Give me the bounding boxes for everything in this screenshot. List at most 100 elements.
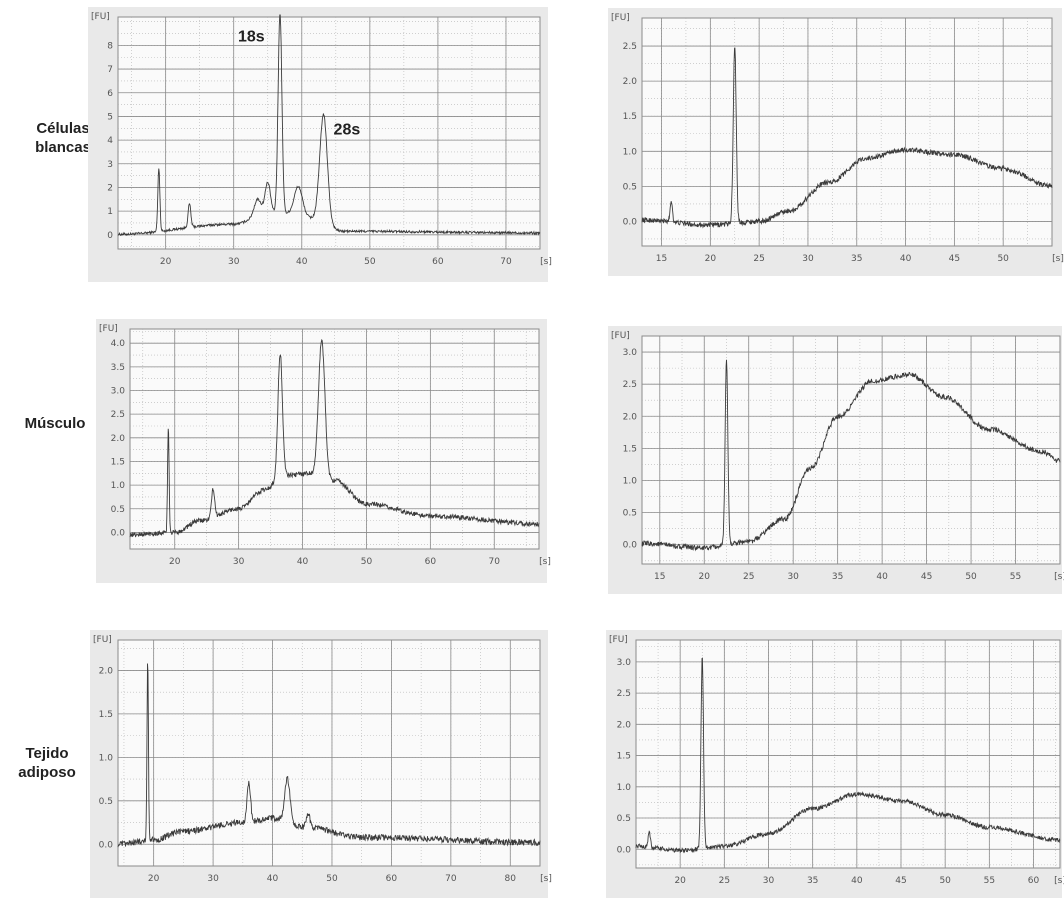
plot-area [641,335,1061,565]
x-tick-label: 50 [364,257,376,267]
chart-svg: 15 20 25 30 35 40 45 50 0.0 0.5 1.0 1.5 2.0 2.5 [FU] [s… [611,13,1064,264]
y-tick-label: 2.0 [623,77,638,87]
x-tick-label: 40 [900,254,912,264]
chart-svg: 20 25 30 35 40 45 50 55 60 0.0 0.5 1.0 1.5 2.0 2.5 3.0 [… [609,635,1064,886]
chart-panel-tejido-adiposo-left: 20 30 40 50 60 70 80 0.0 0.5 1.0 1.5 2.0 [FU] [s] [90,630,552,898]
y-tick-label: 0.5 [617,814,631,824]
y-tick-label: 0.5 [99,797,113,807]
x-tick-label: 30 [228,257,240,267]
y-tick-label: 2.5 [623,42,637,52]
y-tick-label: 0.0 [111,528,126,538]
x-unit-label: [s] [1052,254,1064,264]
x-tick-label: 50 [965,572,977,582]
y-tick-label: 8 [107,41,113,51]
x-unit-label: [s] [1054,572,1064,582]
peak-annotation-18s: 18s [238,29,265,46]
y-tick-label: 1.5 [111,457,125,467]
y-tick-label: 3.0 [617,658,632,668]
y-tick-label: 3.0 [623,348,638,358]
y-tick-label: 3 [107,160,113,170]
y-tick-label: 1.0 [617,783,632,793]
y-tick-label: 1.0 [623,147,638,157]
y-tick-label: 1.0 [99,753,114,763]
x-unit-label: [s] [1054,876,1064,886]
x-tick-label: 40 [267,874,279,884]
plot-area [117,16,541,250]
x-tick-label: 55 [984,876,995,886]
electropherogram-trace [117,14,541,237]
x-tick-label: 60 [1028,876,1040,886]
x-tick-label: 50 [939,876,951,886]
y-unit-label: [FU] [93,635,112,645]
y-tick-label: 2.0 [617,720,632,730]
y-tick-label: 1 [107,207,113,217]
x-tick-label: 40 [296,257,308,267]
x-tick-label: 15 [654,572,665,582]
peak-annotation-28s: 28s [334,121,361,138]
y-tick-label: 3.0 [111,387,126,397]
x-unit-label: [s] [540,874,552,884]
plot-area [641,17,1053,247]
row-label-celulas-blancas: Células blancas [35,120,91,156]
x-tick-label: 40 [851,876,863,886]
y-tick-label: 0.0 [623,217,638,227]
x-tick-label: 35 [851,254,862,264]
y-tick-label: 2.5 [623,380,637,390]
chart-panel-musculo-left: 20 30 40 50 60 70 0.0 0.5 1.0 1.5 2.0 2.5 3.0 3.5 4.0 [… [96,319,551,583]
x-tick-label: 20 [169,557,181,567]
y-tick-label: 2.0 [111,434,126,444]
x-unit-label: [s] [539,557,551,567]
x-tick-label: 45 [949,254,960,264]
chart-panel-celulas-blancas-left: 20 30 40 50 60 70 0 1 2 3 4 5 6 7 8 [FU] [s] 18s 28s [88,7,552,282]
electropherogram-trace [635,657,1061,854]
y-tick-label: 0.0 [623,541,638,551]
electropherogram-trace [641,47,1053,229]
x-tick-label: 60 [432,257,444,267]
x-tick-label: 30 [802,254,814,264]
x-tick-label: 20 [699,572,711,582]
x-tick-label: 55 [1010,572,1021,582]
x-tick-label: 40 [297,557,309,567]
x-tick-label: 50 [997,254,1009,264]
chart-panel-tejido-adiposo-right: 20 25 30 35 40 45 50 55 60 0.0 0.5 1.0 1.5 2.0 2.5 3.0 [… [606,630,1064,898]
x-tick-label: 80 [505,874,517,884]
x-tick-label: 35 [832,572,843,582]
y-tick-label: 0.0 [617,845,632,855]
x-unit-label: [s] [540,257,552,267]
electropherogram-trace [641,359,1061,552]
x-tick-label: 70 [445,874,457,884]
x-tick-label: 70 [489,557,501,567]
row-label-musculo: Músculo [24,415,86,432]
y-tick-label: 1.0 [623,477,638,487]
x-tick-label: 25 [743,572,754,582]
x-tick-label: 35 [807,876,818,886]
x-tick-label: 20 [674,876,686,886]
y-tick-label: 1.0 [111,481,126,491]
chart-panel-musculo-right: 15 20 25 30 35 40 45 50 55 0.0 0.5 1.0 1.5 2.0 2.5 3.0 [… [608,326,1064,594]
y-unit-label: [FU] [611,13,630,23]
y-tick-label: 0.0 [99,840,114,850]
x-tick-label: 20 [148,874,160,884]
x-tick-label: 20 [160,257,172,267]
y-tick-label: 2.0 [99,666,114,676]
x-tick-label: 20 [705,254,717,264]
x-tick-label: 70 [500,257,512,267]
x-tick-label: 40 [876,572,888,582]
y-tick-label: 0.5 [623,509,637,519]
y-unit-label: [FU] [99,324,118,334]
x-tick-label: 25 [753,254,764,264]
x-tick-label: 30 [207,874,219,884]
x-tick-label: 45 [895,876,906,886]
y-unit-label: [FU] [609,635,628,645]
x-tick-label: 25 [719,876,730,886]
x-tick-label: 45 [921,572,932,582]
chart-svg: 20 30 40 50 60 70 0 1 2 3 4 5 6 7 8 [FU] [s] 18s 28s [91,12,552,267]
y-tick-label: 2.5 [111,410,125,420]
x-tick-label: 30 [233,557,245,567]
y-tick-label: 3.5 [111,363,125,373]
y-tick-label: 1.5 [623,444,637,454]
y-tick-label: 2 [107,183,113,193]
x-tick-label: 60 [425,557,437,567]
y-tick-label: 0 [107,231,113,241]
x-tick-label: 30 [763,876,775,886]
